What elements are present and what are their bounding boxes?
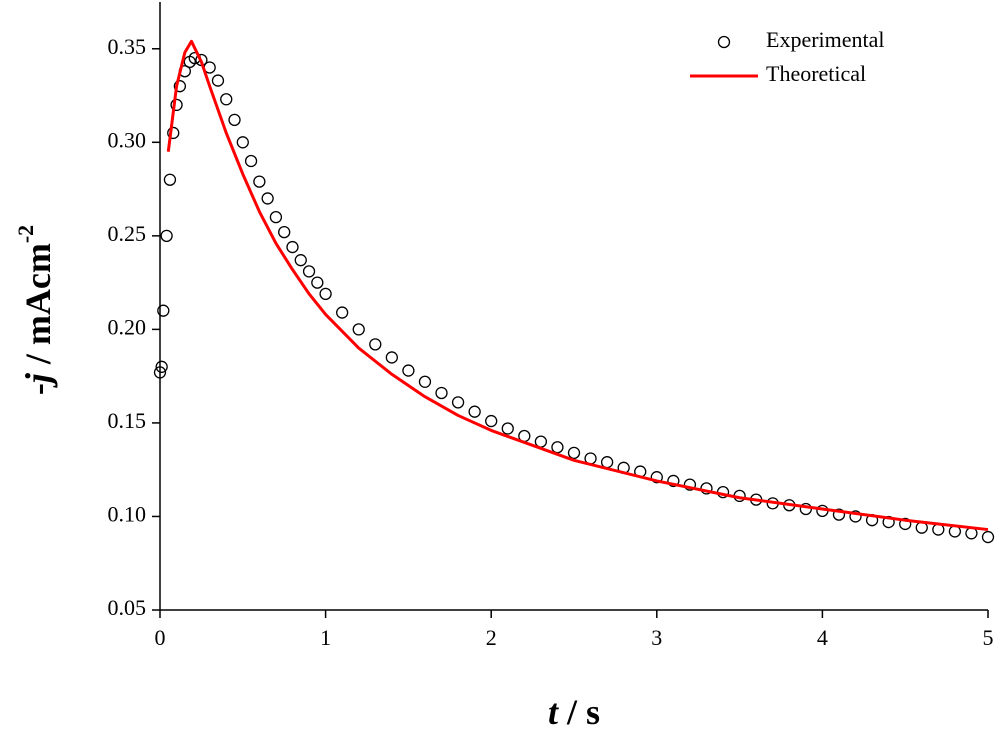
data-point [981,530,995,544]
data-point [170,98,183,112]
y-tick-label: 0.30 [108,127,147,152]
data-point [261,192,274,205]
data-point [167,126,180,140]
data-point [228,113,241,127]
data-point [385,351,398,364]
data-point [155,360,168,373]
data-point [551,441,564,454]
x-axis-title-part: / s [558,692,600,732]
data-point [211,74,225,87]
data-point [402,364,415,377]
data-point [567,446,581,460]
y-axis-title-part: / mAcm [18,243,58,373]
x-tick-label: 5 [983,625,994,650]
data-point [153,366,167,379]
y-axis-title-part: -2 [13,225,38,243]
y-tick-label: 0.35 [108,34,147,59]
data-point [435,386,448,400]
data-point [236,136,249,149]
x-tick-label: 3 [651,625,662,650]
x-tick-label: 1 [320,625,331,650]
x-tick-label: 2 [486,625,497,650]
y-tick-label: 0.10 [108,502,147,527]
data-point [286,240,299,254]
data-point [683,478,697,491]
data-point [485,414,498,428]
data-line [166,39,989,532]
y-tick-label: 0.25 [108,221,147,246]
y-axis-title: -j / mAcm-2 [13,225,58,395]
data-point [311,276,324,289]
y-tick-label: 0.20 [108,314,147,339]
data-point [667,474,680,488]
data-point [244,154,258,168]
data-point [157,304,170,317]
x-axis-title: t / s [548,692,600,732]
data-point [369,338,382,351]
y-axis-title-part: - [18,383,58,395]
y-tick-label: 0.05 [108,595,147,620]
data-point [832,508,846,521]
x-axis-title-part: t [548,692,559,732]
data-point [899,517,912,531]
data-point [849,510,862,523]
data-point [650,471,663,484]
x-tick-label: 4 [817,625,828,650]
data-point [294,254,307,267]
data-point [163,173,177,186]
data-point [253,175,266,188]
data-point [451,396,465,409]
data-point [269,210,283,224]
data-point [319,287,332,300]
data-point [501,422,514,435]
data-point [278,225,291,239]
data-point [160,229,173,242]
y-tick-label: 0.15 [108,408,147,433]
data-point [302,265,316,278]
data-point [173,80,187,93]
x-tick-label: 0 [155,625,166,650]
data-point [220,93,233,106]
data-point [336,306,349,319]
legend-label: Theoretical [766,61,866,86]
legend-label: Experimental [766,27,885,52]
data-point [600,456,614,469]
legend-marker [717,35,731,49]
data-point [418,375,432,388]
data-point [352,323,365,336]
data-point [468,405,481,418]
